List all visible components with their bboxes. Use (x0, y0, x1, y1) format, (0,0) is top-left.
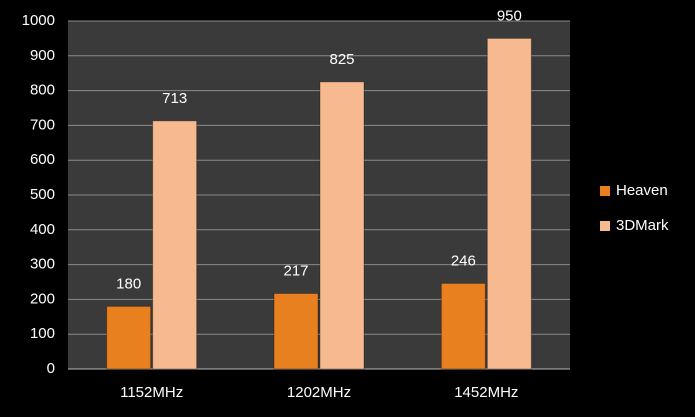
y-tick-label: 1000 (22, 12, 55, 29)
y-tick-label: 200 (30, 290, 55, 307)
bar (152, 120, 198, 370)
legend-label: Heaven (616, 182, 668, 199)
bar (440, 282, 486, 370)
data-label: 950 (497, 7, 522, 24)
y-tick-label: 700 (30, 116, 55, 133)
y-tick-label: 400 (30, 221, 55, 238)
y-tick-label: 300 (30, 256, 55, 273)
bar (486, 37, 532, 370)
bar (319, 81, 365, 370)
data-label: 217 (283, 262, 308, 279)
y-tick-label: 500 (30, 186, 55, 203)
y-tick-label: 600 (30, 151, 55, 168)
y-tick-label: 0 (47, 360, 55, 377)
y-tick-label: 100 (30, 325, 55, 342)
legend-marker (600, 186, 610, 196)
y-tick-label: 800 (30, 82, 55, 99)
data-label: 246 (451, 252, 476, 269)
x-tick-label: 1152MHz (120, 384, 183, 401)
x-tick-label: 1452MHz (454, 384, 518, 401)
y-tick-label: 900 (30, 47, 55, 64)
data-label: 825 (329, 51, 354, 68)
data-label: 180 (116, 275, 141, 292)
data-label: 713 (162, 90, 187, 107)
bar (106, 305, 152, 370)
x-tick-label: 1202MHz (287, 384, 351, 401)
legend-marker (600, 221, 610, 231)
bar (273, 292, 319, 370)
legend-label: 3DMark (616, 217, 669, 234)
